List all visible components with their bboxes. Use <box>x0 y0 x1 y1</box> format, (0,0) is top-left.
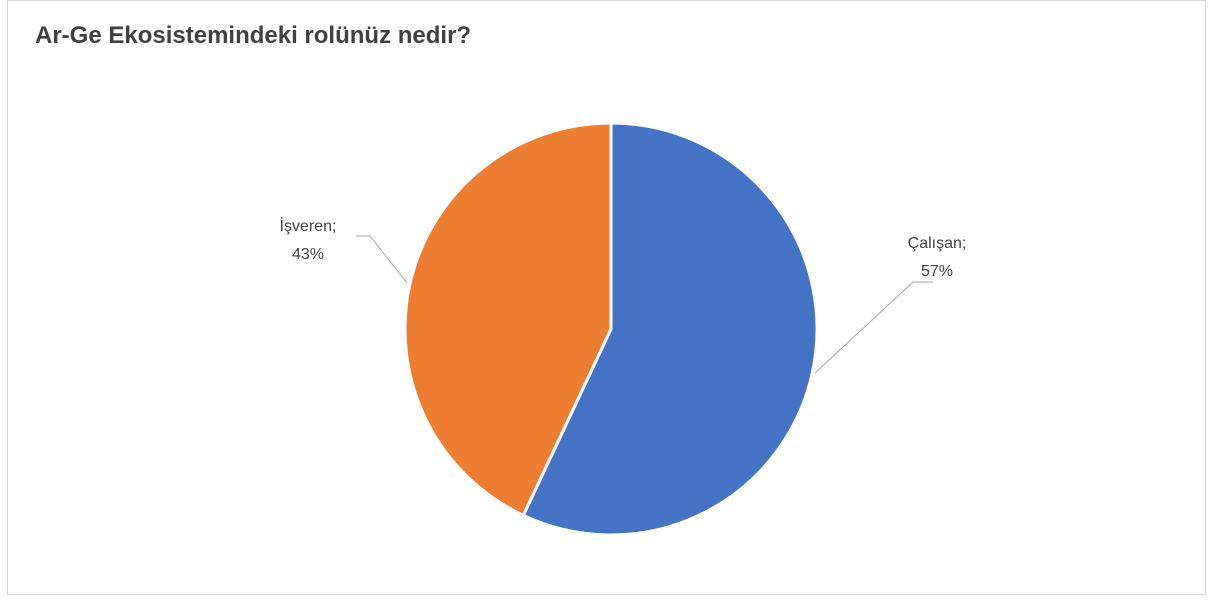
leader-line <box>356 235 408 284</box>
data-label-category: Çalışan; <box>908 235 967 252</box>
data-label-value: 57% <box>921 263 953 280</box>
pie-slice-isveren <box>403 121 613 517</box>
leader-line <box>814 281 933 374</box>
data-label-value: 43% <box>292 246 324 263</box>
pie-slice-calisan <box>521 121 819 537</box>
chart-title: Ar-Ge Ekosistemindeki rolünüz nedir? <box>35 22 472 49</box>
data-label-category: İşveren; <box>280 216 337 235</box>
